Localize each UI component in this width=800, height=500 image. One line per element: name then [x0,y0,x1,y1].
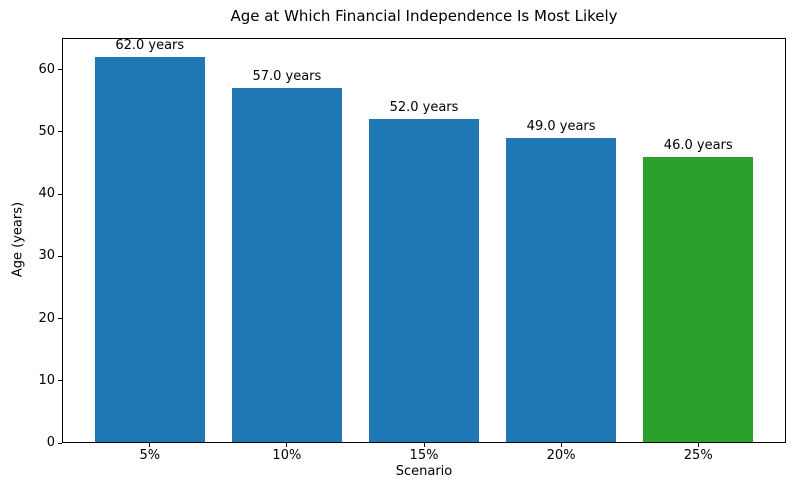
bar-value-label: 52.0 years [389,100,459,116]
bar-value-label: 49.0 years [526,119,596,135]
y-tick-label: 50 [38,123,55,139]
y-tick-label: 20 [38,310,55,326]
x-tick-label: 20% [546,448,576,463]
y-tick-mark [58,318,62,320]
y-tick-label: 60 [38,61,55,77]
bar [232,88,342,443]
x-tick-mark [697,443,699,447]
y-tick-mark [58,193,62,195]
bar [506,138,616,443]
bar [94,57,205,443]
bar [643,156,754,443]
x-tick-label: 10% [272,448,302,463]
chart-title: Age at Which Financial Independence Is M… [230,7,618,25]
bar-value-label: 46.0 years [663,137,733,153]
y-tick-mark [58,131,62,133]
x-tick-mark [286,443,288,447]
x-tick-label: 15% [409,448,439,463]
x-tick-mark [149,443,151,447]
x-tick-mark [560,443,562,447]
bar-value-label: 62.0 years [115,38,185,54]
y-tick-mark [58,380,62,382]
y-tick-label: 40 [38,186,55,202]
y-tick-mark [58,255,62,257]
y-tick-mark [58,69,62,71]
x-tick-mark [423,443,425,447]
bar-value-label: 57.0 years [252,69,322,85]
y-tick-mark [58,442,62,444]
x-axis-label: Scenario [395,464,453,479]
y-tick-label: 30 [38,248,55,264]
x-tick-label: 5% [139,448,161,463]
y-tick-label: 0 [46,435,55,450]
x-tick-label: 25% [683,448,713,463]
bar [369,119,479,443]
y-tick-label: 10 [38,372,55,388]
